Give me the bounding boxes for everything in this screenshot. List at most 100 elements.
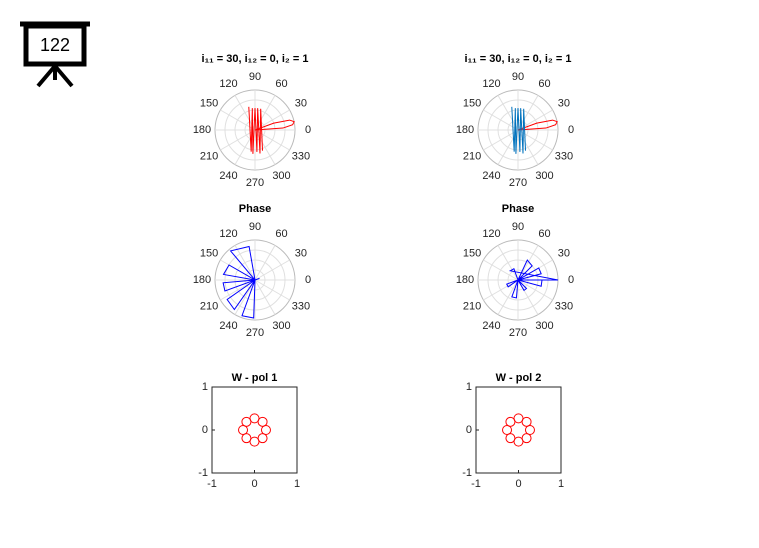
icon-leg xyxy=(53,64,74,88)
polar-line xyxy=(511,106,527,154)
angle-tick-label: 240 xyxy=(219,170,237,182)
angle-tick-label: 210 xyxy=(463,150,481,162)
angle-grid-line xyxy=(483,109,519,131)
x-tick-label: 0 xyxy=(251,478,257,490)
angle-grid-line xyxy=(497,245,519,281)
x-tick-label: 0 xyxy=(515,478,521,490)
angle-tick-label: 30 xyxy=(295,247,307,259)
point xyxy=(521,433,532,444)
angle-tick-label: 270 xyxy=(509,327,527,339)
angle-grid-line xyxy=(254,129,276,165)
angle-tick-label: 120 xyxy=(482,78,500,90)
polar-line xyxy=(517,119,558,131)
angle-tick-label: 300 xyxy=(272,170,290,182)
angle-tick-label: 330 xyxy=(555,150,573,162)
y-tick-label: -1 xyxy=(462,467,472,479)
angle-tick-label: 90 xyxy=(249,221,261,233)
angle-tick-label: 0 xyxy=(568,274,574,286)
angle-grid-line xyxy=(517,129,539,165)
angle-tick-label: 60 xyxy=(275,228,287,240)
angle-tick-label: 270 xyxy=(509,177,527,189)
angle-grid-line xyxy=(254,279,290,301)
angle-tick-label: 90 xyxy=(249,71,261,83)
angle-tick-label: 150 xyxy=(200,97,218,109)
angle-tick-label: 150 xyxy=(200,247,218,259)
axes-box xyxy=(211,386,298,474)
scatter-chart: W - pol 2 -1 0 1 -1 0 1 xyxy=(462,372,564,490)
angle-grid-line xyxy=(220,129,256,151)
x-tick-label: -1 xyxy=(471,478,481,490)
angle-tick-label: 270 xyxy=(246,327,264,339)
x-tick-label: 1 xyxy=(294,478,300,490)
axes-box xyxy=(475,386,562,474)
angle-tick-label: 330 xyxy=(555,300,573,312)
angle-grid-line xyxy=(517,279,553,301)
angle-tick-label: 330 xyxy=(292,150,310,162)
y-tick-label: 0 xyxy=(466,424,472,436)
angle-tick-label: 120 xyxy=(219,228,237,240)
point xyxy=(502,425,513,435)
angle-tick-label: 240 xyxy=(482,170,500,182)
angle-tick-label: 210 xyxy=(463,300,481,312)
angle-grid-line xyxy=(254,259,290,281)
angle-tick-label: 150 xyxy=(463,97,481,109)
angle-tick-label: 120 xyxy=(219,78,237,90)
angle-tick-label: 300 xyxy=(272,320,290,332)
angle-grid-line xyxy=(254,279,276,315)
angle-grid-line xyxy=(483,129,519,151)
polar-line xyxy=(506,259,559,299)
angle-tick-label: 150 xyxy=(463,247,481,259)
angle-tick-label: 330 xyxy=(292,300,310,312)
presentation-icon: 122 xyxy=(20,21,90,88)
point xyxy=(524,425,535,435)
chart-title: i₁₁ = 30, i₁₂ = 0, i₂ = 1 xyxy=(465,53,572,65)
angle-tick-label: 30 xyxy=(558,97,570,109)
scatter-chart: W - pol 1 -1 0 1 -1 0 1 xyxy=(198,372,300,490)
icon-leg xyxy=(36,64,57,88)
angle-tick-label: 30 xyxy=(295,97,307,109)
point xyxy=(260,425,271,435)
slide-number: 122 xyxy=(40,35,70,55)
polar-line xyxy=(254,119,295,131)
y-tick-label: 0 xyxy=(202,424,208,436)
angle-tick-label: 180 xyxy=(456,274,474,286)
angle-tick-label: 90 xyxy=(512,71,524,83)
chart-title: W - pol 1 xyxy=(232,372,278,384)
point xyxy=(257,433,268,444)
angle-tick-label: 180 xyxy=(456,124,474,136)
y-tick-label: -1 xyxy=(198,467,208,479)
angle-tick-label: 60 xyxy=(538,78,550,90)
angle-tick-label: 210 xyxy=(200,150,218,162)
angle-grid-line xyxy=(483,279,519,301)
angle-tick-label: 0 xyxy=(568,124,574,136)
icon-screen xyxy=(23,23,87,67)
angle-tick-label: 210 xyxy=(200,300,218,312)
angle-tick-label: 60 xyxy=(538,228,550,240)
angle-tick-label: 180 xyxy=(193,274,211,286)
angle-tick-label: 180 xyxy=(193,124,211,136)
angle-grid-line xyxy=(220,109,256,131)
angle-tick-label: 300 xyxy=(535,170,553,182)
point xyxy=(505,416,516,427)
chart-title: Phase xyxy=(239,203,271,215)
y-tick-label: 1 xyxy=(202,381,208,393)
angle-grid-line xyxy=(497,279,519,315)
angle-tick-label: 30 xyxy=(558,247,570,259)
polar-line xyxy=(222,245,260,319)
angle-tick-label: 0 xyxy=(305,124,311,136)
angle-tick-label: 270 xyxy=(246,177,264,189)
point xyxy=(241,416,252,427)
angle-tick-label: 240 xyxy=(219,320,237,332)
angle-grid-line xyxy=(483,259,519,281)
chart-title: Phase xyxy=(502,203,534,215)
angle-grid-line xyxy=(517,245,539,281)
angle-grid-line xyxy=(220,279,256,301)
angle-tick-label: 90 xyxy=(512,221,524,233)
angle-tick-label: 60 xyxy=(275,78,287,90)
angle-tick-label: 120 xyxy=(482,228,500,240)
